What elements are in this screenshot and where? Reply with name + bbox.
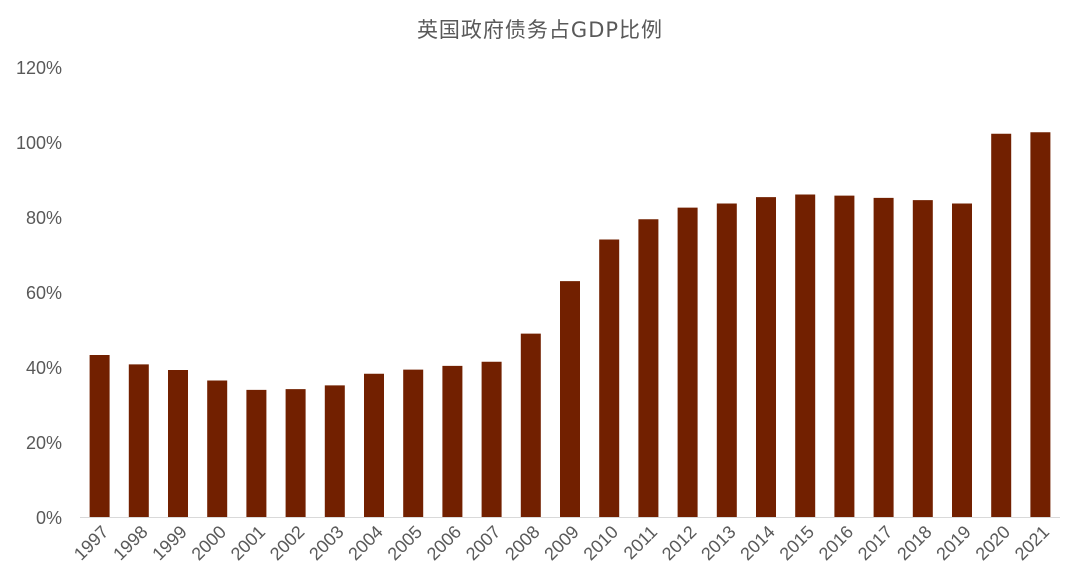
bar-1997 bbox=[89, 355, 110, 517]
x-tick-label: 2006 bbox=[423, 522, 465, 564]
bar-2001 bbox=[246, 389, 267, 517]
x-tick-label: 2017 bbox=[854, 522, 896, 564]
x-tick-label: 2019 bbox=[932, 522, 974, 564]
bar-2002 bbox=[285, 389, 306, 517]
bar-1999 bbox=[168, 370, 188, 517]
bar-2009 bbox=[560, 281, 580, 517]
bar-2012 bbox=[677, 207, 698, 517]
x-tick-label: 2021 bbox=[1011, 522, 1053, 564]
x-tick-label: 1999 bbox=[148, 522, 190, 564]
chart-title: 英国政府债务占GDP比例 bbox=[416, 18, 664, 42]
y-axis: 0% 20% 40% 60% 80% 100% 120% bbox=[16, 58, 62, 528]
bar-2016 bbox=[834, 195, 855, 517]
y-tick-label: 60% bbox=[26, 283, 62, 303]
x-tick-label: 2000 bbox=[188, 522, 230, 564]
x-tick-label: 2004 bbox=[344, 522, 386, 564]
bar-2004 bbox=[364, 373, 384, 517]
bar-2020 bbox=[991, 133, 1012, 517]
x-tick-label: 2012 bbox=[658, 522, 700, 564]
bar-2010 bbox=[599, 239, 620, 517]
bar-2017 bbox=[873, 197, 894, 517]
bar-1998 bbox=[128, 364, 149, 517]
y-tick-label: 20% bbox=[26, 433, 62, 453]
bar-2013 bbox=[716, 203, 737, 517]
x-tick-label: 1998 bbox=[109, 522, 151, 564]
y-tick-label: 80% bbox=[26, 208, 62, 228]
bar-2015 bbox=[795, 194, 816, 517]
y-tick-label: 40% bbox=[26, 358, 62, 378]
x-tick-label: 2010 bbox=[580, 522, 622, 564]
y-tick-label: 100% bbox=[16, 133, 62, 153]
bar-2011 bbox=[638, 219, 659, 517]
bar-2014 bbox=[756, 197, 776, 517]
x-tick-label: 2002 bbox=[266, 522, 308, 564]
bar-2019 bbox=[952, 203, 972, 517]
x-tick-label: 2013 bbox=[697, 522, 739, 564]
x-tick-label: 2011 bbox=[620, 522, 662, 564]
x-tick-label: 1997 bbox=[70, 522, 112, 564]
x-tick-label: 2001 bbox=[227, 522, 269, 564]
x-tick-label: 2018 bbox=[893, 522, 935, 564]
bar-2000 bbox=[207, 380, 228, 517]
bar-2021 bbox=[1030, 132, 1051, 517]
bar-2006 bbox=[442, 365, 463, 517]
bar-2005 bbox=[403, 369, 424, 517]
x-tick-label: 2015 bbox=[776, 522, 818, 564]
x-tick-label: 2014 bbox=[736, 522, 778, 564]
x-tick-label: 2003 bbox=[305, 522, 347, 564]
bar-2018 bbox=[912, 200, 933, 517]
bar-2003 bbox=[324, 385, 345, 517]
bar-series bbox=[89, 132, 1051, 517]
x-axis: 1997199819992000200120022003200420052006… bbox=[70, 522, 1053, 564]
y-tick-label: 0% bbox=[36, 508, 62, 528]
x-tick-label: 2005 bbox=[384, 522, 426, 564]
x-tick-label: 2009 bbox=[540, 522, 582, 564]
x-tick-label: 2016 bbox=[815, 522, 857, 564]
x-tick-label: 2008 bbox=[501, 522, 543, 564]
y-tick-label: 120% bbox=[16, 58, 62, 78]
x-tick-label: 2007 bbox=[462, 522, 504, 564]
bar-2007 bbox=[481, 361, 502, 517]
x-tick-label: 2020 bbox=[972, 522, 1014, 564]
bar-2008 bbox=[520, 333, 541, 517]
